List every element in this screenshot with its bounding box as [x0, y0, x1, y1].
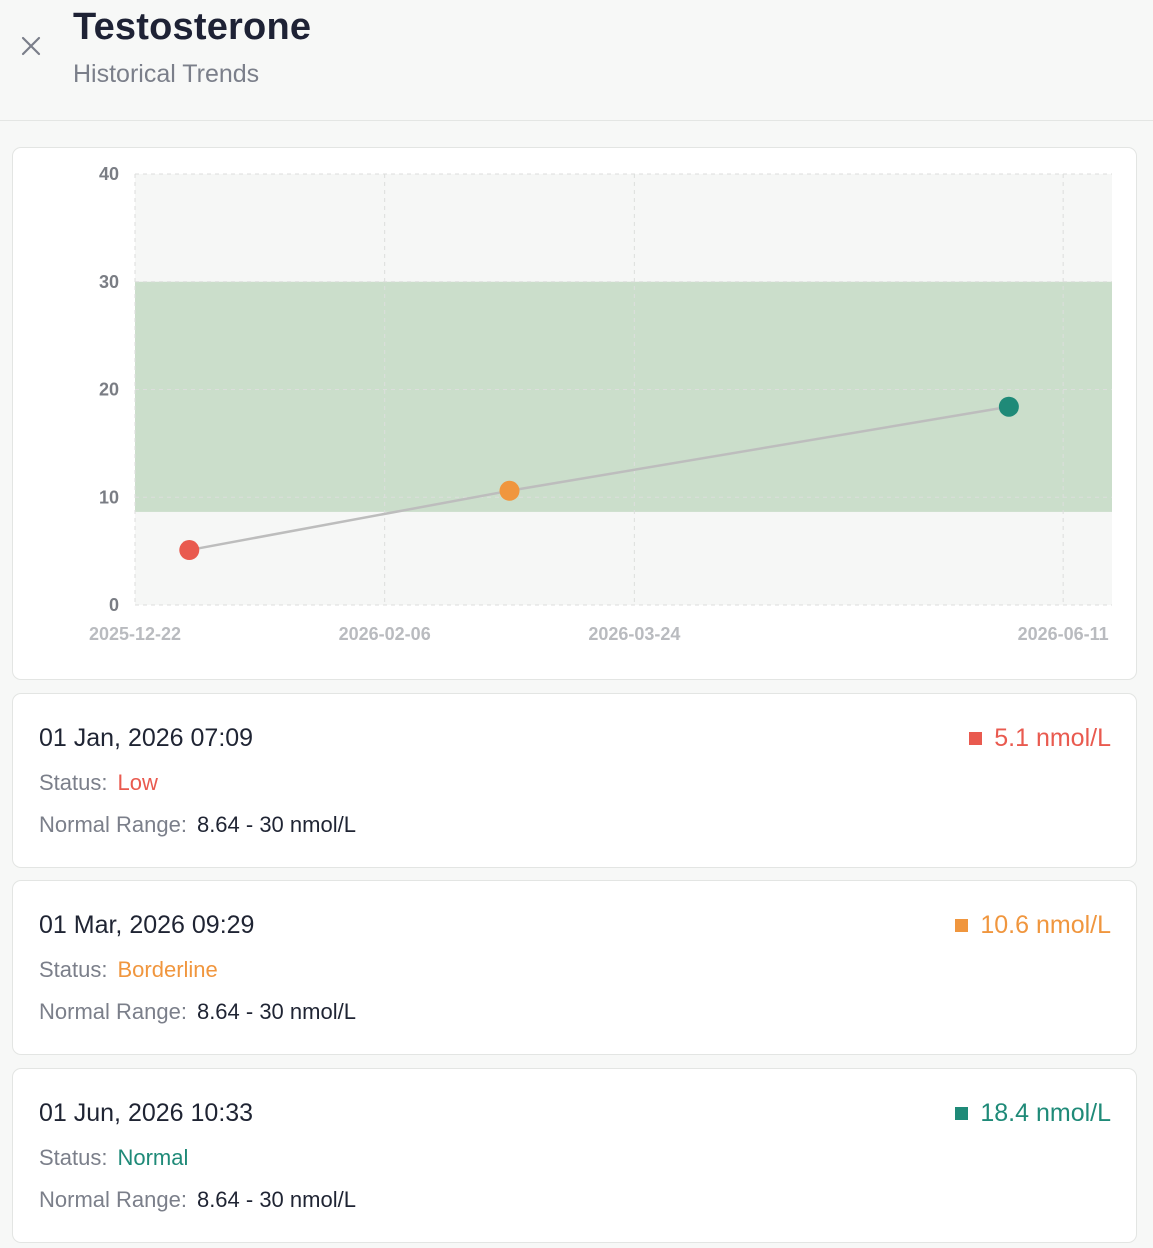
- status-row: Status: Borderline: [39, 957, 218, 983]
- reading-value: 5.1 nmol/L: [969, 724, 1111, 753]
- reading-value-text: 10.6 nmol/L: [980, 911, 1111, 939]
- x-tick-label: 2026-03-24: [588, 624, 680, 644]
- normal-range-label: Normal Range:: [39, 1187, 187, 1212]
- status-label: Status:: [39, 957, 108, 982]
- reading-card[interactable]: 01 Jun, 2026 10:33 18.4 nmol/L Status: No…: [12, 1068, 1137, 1243]
- y-tick-label: 10: [99, 487, 119, 507]
- trend-chart-card: 0 10 20 30 40 2025-12-22 2026-02-06 2026-03-24 2…: [12, 147, 1137, 680]
- x-tick-label: 2026-02-06: [339, 624, 431, 644]
- status-value: Low: [117, 770, 158, 795]
- reading-date: 01 Mar, 2026 09:29: [39, 911, 255, 939]
- page-subtitle: Historical Trends: [73, 60, 260, 88]
- status-value: Borderline: [117, 957, 218, 982]
- y-tick-label: 40: [99, 164, 119, 184]
- status-value: Normal: [117, 1145, 189, 1170]
- reading-value-text: 18.4 nmol/L: [980, 1099, 1111, 1127]
- status-color-square: [955, 919, 969, 932]
- y-tick-label: 0: [109, 595, 119, 615]
- normal-range-value: 8.64 - 30 nmol/L: [196, 999, 356, 1024]
- status-label: Status:: [39, 1145, 108, 1170]
- reading-value: 18.4 nmol/L: [955, 1099, 1111, 1128]
- trend-chart: 0 10 20 30 40 2025-12-22 2026-02-06 2026-03-24 2…: [89, 164, 1112, 644]
- status-row: Status: Low: [39, 770, 158, 796]
- y-tick-label: 20: [99, 380, 119, 400]
- close-button[interactable]: [16, 31, 46, 61]
- data-point: [179, 540, 200, 561]
- reading-card[interactable]: 01 Jan, 2026 07:09 5.1 nmol/L Status: Low…: [12, 693, 1137, 868]
- normal-range-row: Normal Range: 8.64 - 30 nmol/L: [39, 999, 356, 1025]
- reading-card[interactable]: 01 Mar, 2026 09:29 10.6 nmol/L Status: Bo…: [12, 880, 1137, 1055]
- reading-value: 10.6 nmol/L: [955, 911, 1111, 940]
- normal-range-label: Normal Range:: [39, 999, 187, 1024]
- reading-value-text: 5.1 nmol/L: [994, 724, 1111, 752]
- data-point: [499, 480, 520, 501]
- normal-range-row: Normal Range: 8.64 - 30 nmol/L: [39, 1187, 356, 1213]
- normal-range-row: Normal Range: 8.64 - 30 nmol/L: [39, 812, 356, 838]
- status-row: Status: Normal: [39, 1145, 188, 1171]
- close-icon[interactable]: [16, 31, 46, 61]
- page-title: Testosterone: [73, 6, 312, 48]
- normal-range-label: Normal Range:: [39, 812, 187, 837]
- data-point: [998, 396, 1019, 417]
- normal-range-value: 8.64 - 30 nmol/L: [196, 1187, 356, 1212]
- status-label: Status:: [39, 770, 108, 795]
- header: Testosterone Historical Trends: [0, 0, 1153, 121]
- normal-range-band: [135, 281, 1112, 512]
- x-tick-label: 2025-12-22: [89, 624, 181, 644]
- x-tick-label: 2026-06-11: [1018, 624, 1109, 644]
- status-color-square: [955, 1107, 969, 1120]
- status-color-square: [969, 732, 983, 745]
- reading-date: 01 Jun, 2026 10:33: [39, 1099, 254, 1127]
- normal-range-value: 8.64 - 30 nmol/L: [196, 812, 356, 837]
- reading-date: 01 Jan, 2026 07:09: [39, 724, 254, 752]
- y-tick-label: 30: [99, 272, 119, 292]
